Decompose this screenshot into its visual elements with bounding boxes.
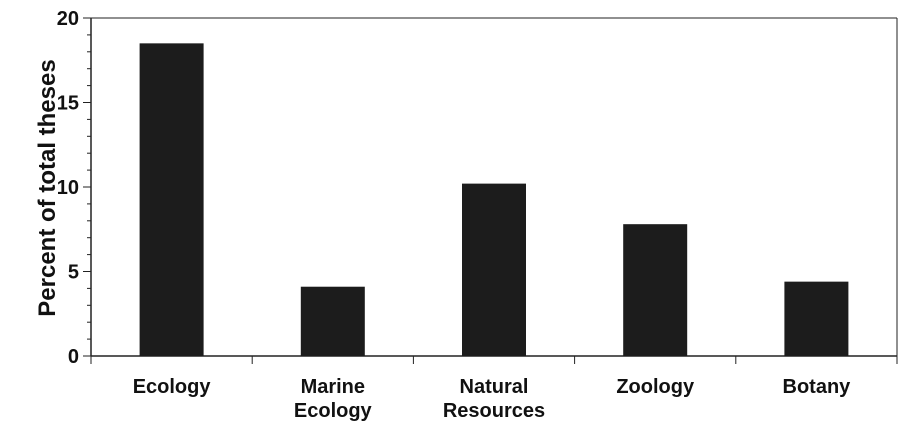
x-category-label: Natural	[460, 376, 529, 398]
x-category-label: Resources	[443, 400, 545, 422]
x-category-label: Marine	[301, 376, 365, 398]
x-category-label: Botany	[783, 376, 852, 398]
y-tick-label: 0	[68, 346, 79, 368]
bar	[784, 281, 849, 356]
x-axis-labels: Ecology MarineEcologyNaturalResourcesZool…	[133, 376, 851, 422]
bar	[300, 286, 365, 356]
y-axis-title: Percent of total theses	[34, 59, 61, 316]
bar	[623, 224, 688, 356]
bar	[139, 43, 204, 356]
bars	[139, 43, 849, 356]
x-axis-ticks	[90, 356, 898, 364]
y-tick-label: 5	[68, 262, 79, 284]
x-category-label: Ecology	[294, 400, 373, 422]
bar	[462, 183, 526, 356]
x-category-label: Zoology	[616, 376, 695, 398]
y-axis-ticks: 0 5 10 15 20	[57, 8, 91, 368]
x-category-label: Ecology	[133, 376, 212, 398]
y-tick-label: 20	[57, 8, 79, 30]
y-tick-label: 10	[57, 177, 79, 199]
y-tick-label: 15	[57, 93, 79, 115]
